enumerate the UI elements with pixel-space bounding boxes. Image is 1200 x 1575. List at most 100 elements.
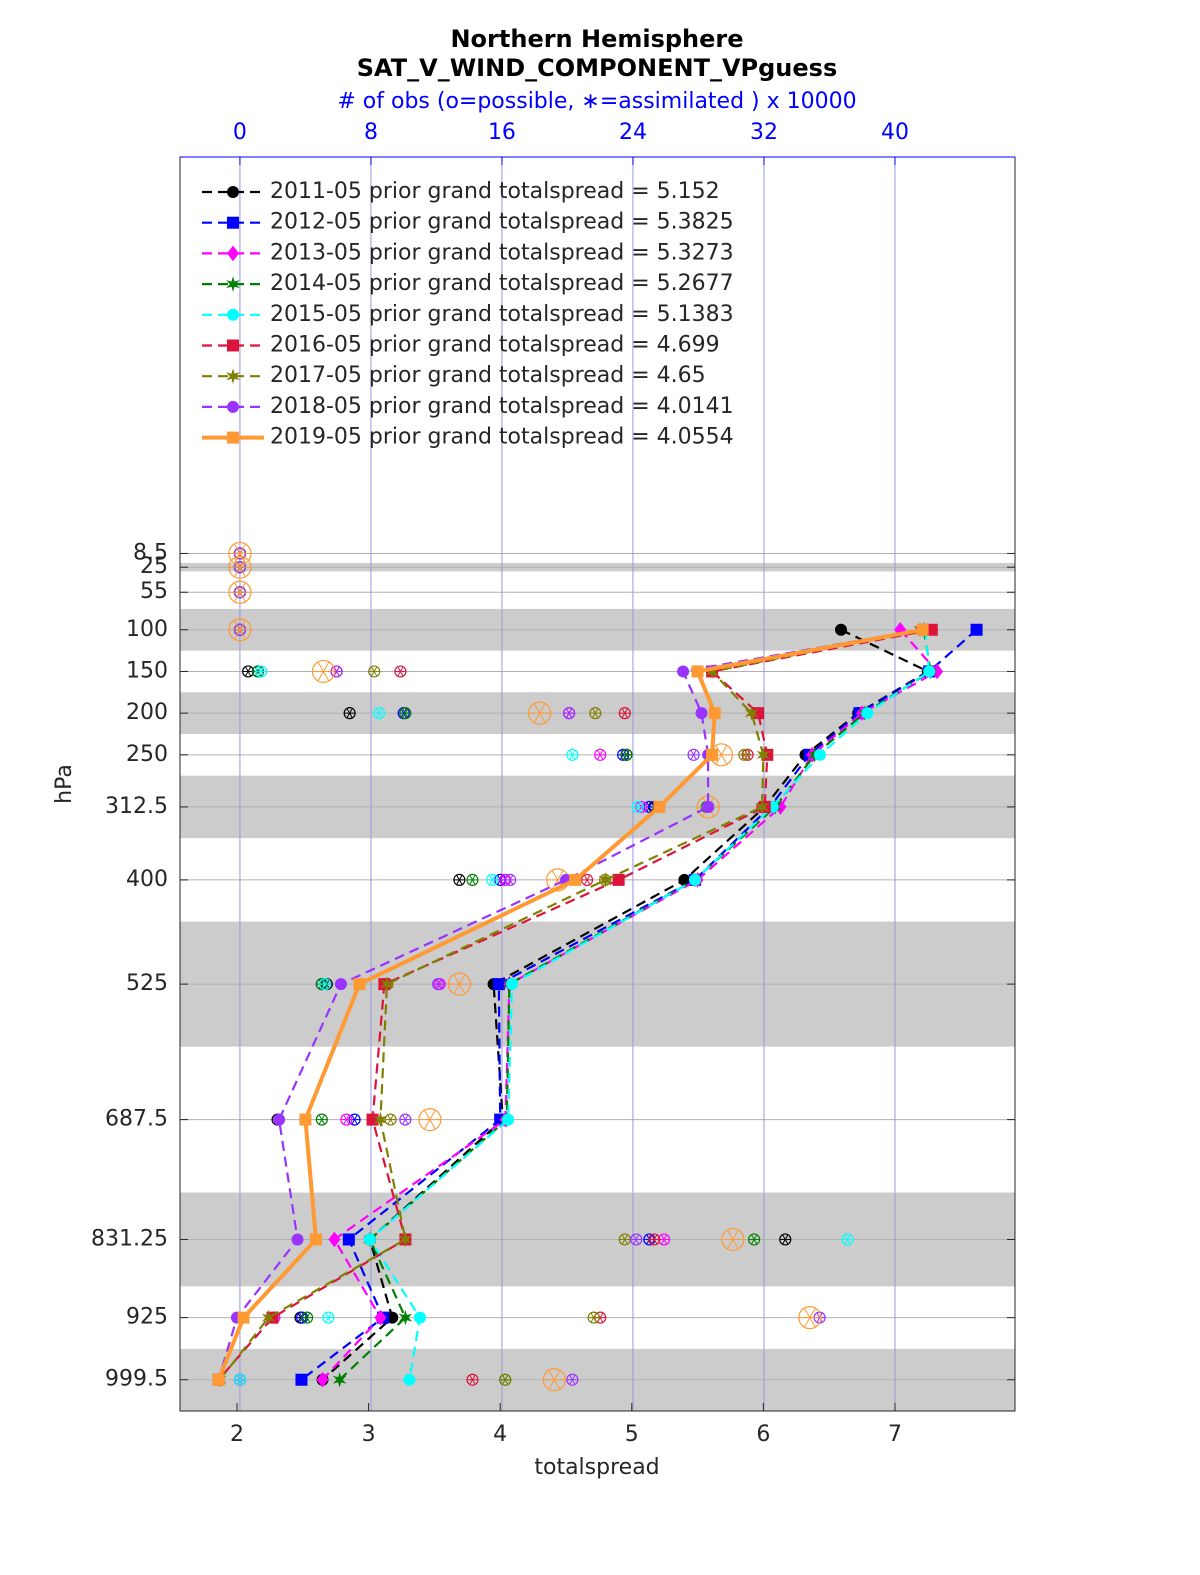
point <box>916 623 929 636</box>
y-axis-label: hPa <box>52 764 77 804</box>
point <box>413 1311 426 1324</box>
legend-marker <box>226 368 240 384</box>
obs-marker <box>581 873 594 886</box>
x-tick-label: 4 <box>493 1422 507 1447</box>
obs-marker <box>504 873 517 886</box>
obs-assimilated <box>565 708 573 719</box>
obs-marker <box>779 1233 792 1246</box>
top-tick-label: 0 <box>233 120 247 145</box>
obs-marker <box>562 707 576 720</box>
obs-assimilated <box>803 1307 816 1328</box>
obs-marker <box>228 580 252 604</box>
obs-marker <box>431 978 445 991</box>
obs-marker <box>399 707 412 720</box>
top-tick-label: 40 <box>881 120 909 145</box>
x-tick-label: 5 <box>625 1422 639 1447</box>
point <box>569 873 582 886</box>
obs-assimilated <box>234 619 246 640</box>
obs-marker <box>748 1233 761 1246</box>
obs-assimilated <box>621 1234 628 1245</box>
point <box>706 748 719 761</box>
obs-assimilated <box>741 749 748 760</box>
obs-marker <box>631 800 644 814</box>
obs-assimilated <box>317 661 330 682</box>
obs-assimilated <box>234 543 246 564</box>
obs-assimilated <box>456 874 463 885</box>
obs-assimilated <box>469 1374 476 1385</box>
point <box>813 748 826 761</box>
point <box>708 707 721 720</box>
obs-assimilated <box>423 1109 436 1130</box>
point <box>506 978 519 991</box>
obs-marker <box>738 748 751 761</box>
y-tick-label: 525 <box>126 971 168 996</box>
point <box>861 707 874 720</box>
point <box>894 621 907 638</box>
obs-assimilated <box>325 1312 332 1323</box>
obs-assimilated <box>333 666 340 677</box>
point <box>212 1373 225 1386</box>
obs-marker <box>255 665 268 678</box>
top-tick-label: 8 <box>364 120 378 145</box>
obs-assimilated <box>234 582 246 603</box>
legend-marker <box>227 216 239 229</box>
legend-label: 2017-05 prior grand totalspread = 4.65 <box>270 363 706 388</box>
obs-marker <box>394 665 407 678</box>
point <box>688 873 701 886</box>
obs-marker <box>228 618 252 642</box>
point <box>398 1231 413 1248</box>
point <box>970 623 983 636</box>
obs-marker <box>618 707 631 720</box>
obs-assimilated <box>715 745 728 765</box>
obs-marker <box>300 1311 314 1324</box>
obs-marker <box>340 1113 353 1126</box>
obs-marker <box>542 1368 566 1392</box>
legend-marker <box>227 400 239 413</box>
legend-marker <box>227 245 239 262</box>
obs-assimilated <box>633 1234 640 1245</box>
obs-assimilated <box>343 1114 350 1125</box>
point <box>309 1233 322 1246</box>
point <box>380 976 394 992</box>
obs-marker <box>466 873 479 886</box>
y-tick-label: 55 <box>140 579 168 604</box>
point <box>755 799 769 815</box>
top-tick-label: 16 <box>488 120 516 145</box>
obs-assimilated <box>646 801 653 812</box>
point <box>702 800 715 813</box>
point <box>316 1371 329 1388</box>
point <box>363 1233 376 1246</box>
obs-assimilated <box>351 1114 358 1125</box>
obs-assimilated <box>782 1234 789 1245</box>
obs-assimilated <box>844 1234 851 1245</box>
obs-marker <box>466 1373 479 1386</box>
x-tick-label: 3 <box>362 1422 376 1447</box>
obs-marker <box>368 665 381 678</box>
chart-subtitle: SAT_V_WIND_COMPONENT_VPguess <box>357 54 837 82</box>
obs-marker <box>566 1373 579 1386</box>
legend-label: 2015-05 prior grand totalspread = 5.1383 <box>270 302 734 327</box>
y-tick-label: 312.5 <box>105 794 168 819</box>
point <box>237 1311 250 1324</box>
point <box>695 707 708 720</box>
y-tick-label: 250 <box>126 742 168 767</box>
obs-assimilated <box>244 666 252 677</box>
obs-assimilated <box>258 666 265 677</box>
point <box>502 1113 515 1126</box>
obs-assimilated <box>569 749 576 760</box>
obs-assimilated <box>634 801 642 812</box>
obs-assimilated <box>569 1374 576 1385</box>
obs-marker <box>648 1233 661 1246</box>
x-tick-label: 7 <box>888 1422 902 1447</box>
obs-marker <box>418 1107 442 1132</box>
point <box>373 1111 388 1128</box>
point <box>835 623 848 636</box>
obs-marker <box>322 1311 335 1324</box>
obs-marker <box>687 748 700 761</box>
obs-marker <box>528 701 552 725</box>
x-axis-label: totalspread <box>534 1455 659 1480</box>
obs-assimilated <box>402 708 409 719</box>
obs-assimilated <box>321 979 329 990</box>
obs-assimilated <box>690 749 697 760</box>
obs-assimilated <box>346 708 353 719</box>
